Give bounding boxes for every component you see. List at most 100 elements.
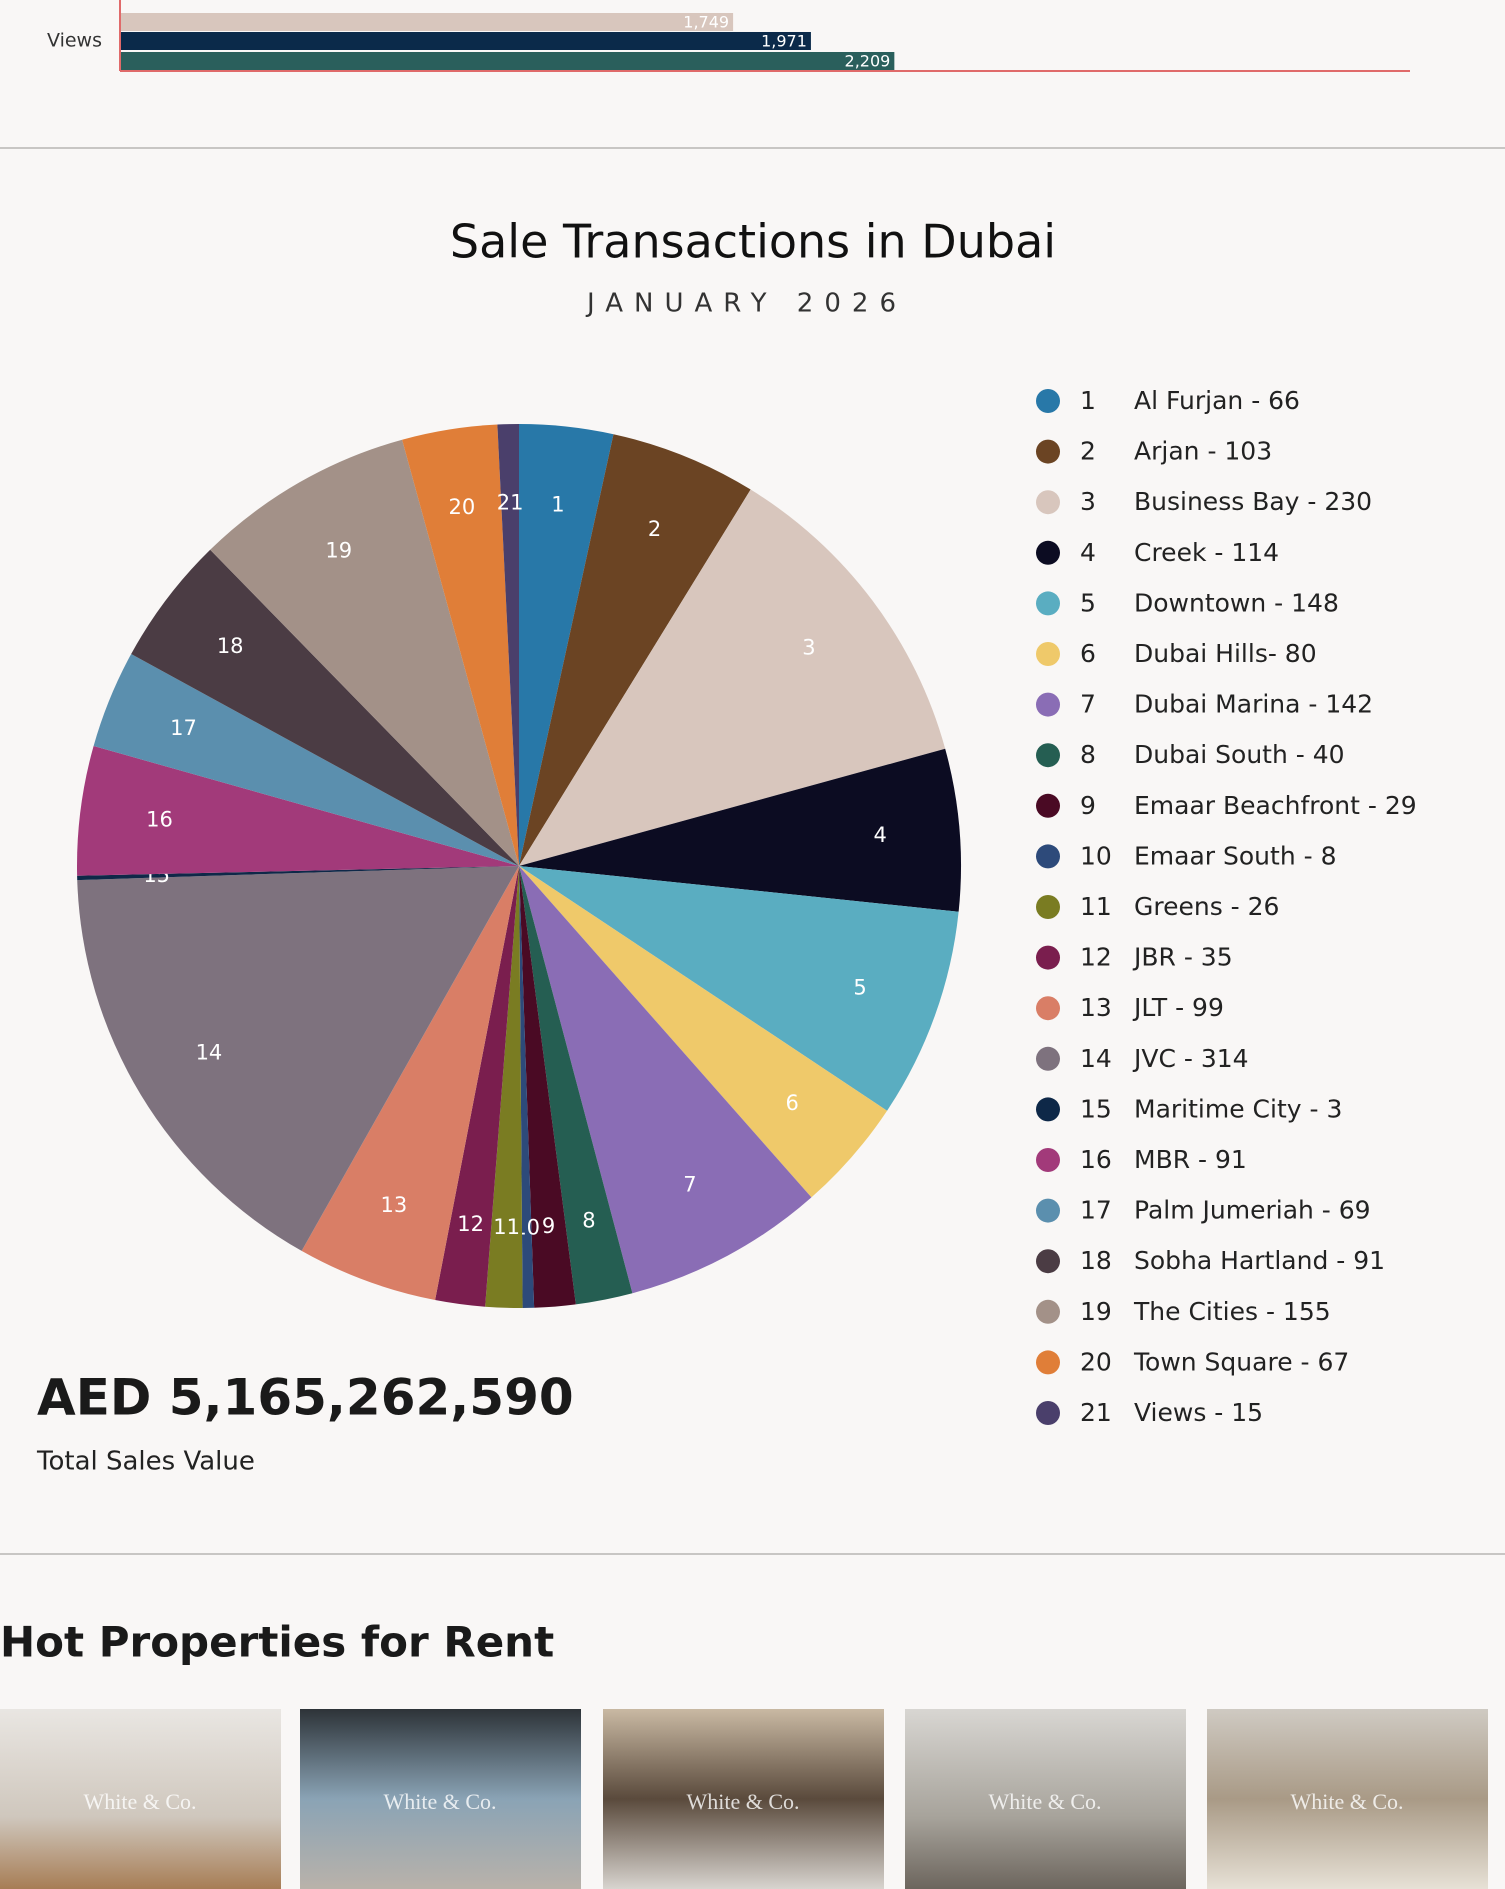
legend-label: Greens - 26	[1134, 892, 1279, 921]
legend-number: 13	[1080, 993, 1112, 1022]
pie-slice	[519, 866, 633, 1305]
legend-number: 3	[1080, 487, 1096, 516]
legend-number: 19	[1080, 1297, 1112, 1326]
legend-swatch	[1036, 439, 1060, 464]
pie-slice	[77, 745, 519, 876]
property-image[interactable]	[905, 1709, 1186, 1889]
pie-slice	[301, 866, 519, 1300]
legend-swatch	[1036, 1299, 1060, 1324]
legend-label: Sobha Hartland - 91	[1134, 1246, 1385, 1275]
legend-number: 4	[1080, 538, 1096, 567]
legend-swatch	[1036, 844, 1060, 869]
slice-label: 20	[448, 495, 475, 519]
legend-label: Views - 15	[1134, 1398, 1263, 1427]
slice-label: 9	[542, 1214, 555, 1238]
bar-value-label: 1,971	[761, 32, 807, 51]
bar	[120, 32, 811, 50]
legend-label: Creek - 114	[1134, 538, 1279, 567]
legend-number: 21	[1080, 1398, 1112, 1427]
legend-label: JVC - 314	[1132, 1044, 1249, 1073]
property-image[interactable]	[0, 1709, 281, 1889]
legend-swatch	[1036, 996, 1060, 1021]
legend-number: 10	[1080, 841, 1112, 870]
legend-number: 8	[1080, 740, 1096, 769]
pie-slice	[93, 654, 519, 866]
pie-slice	[131, 549, 519, 866]
legend-label: Business Bay - 230	[1134, 487, 1372, 516]
slice-label: 18	[217, 634, 244, 658]
legend-swatch	[1036, 1148, 1060, 1172]
pie-slice	[519, 424, 614, 866]
pie-slice	[485, 866, 523, 1308]
legend-label: Town Square - 67	[1133, 1347, 1349, 1376]
pie-slice	[519, 866, 888, 1198]
slice-label: 6	[785, 1091, 798, 1115]
slice-label: 11	[493, 1215, 520, 1239]
y-tick-label: Views	[47, 30, 102, 52]
legend-swatch	[1036, 1097, 1060, 1122]
legend-label: Al Furjan - 66	[1134, 386, 1300, 415]
slice-label: 2	[648, 517, 661, 541]
legend-label: Downtown - 148	[1134, 588, 1339, 617]
legend-number: 15	[1080, 1094, 1112, 1123]
legend-number: 6	[1080, 639, 1096, 668]
legend-number: 14	[1080, 1044, 1112, 1073]
pie-slice	[519, 866, 535, 1308]
slice-label: 4	[874, 823, 887, 847]
property-image[interactable]	[1207, 1709, 1488, 1889]
image-watermark: White & Co.	[1290, 1789, 1403, 1814]
legend-label: Palm Jumeriah - 69	[1134, 1196, 1371, 1225]
legend-number: 1	[1080, 386, 1096, 415]
property-image[interactable]	[300, 1709, 581, 1889]
legend-label: Dubai South - 40	[1134, 740, 1345, 769]
image-watermark: White & Co.	[988, 1789, 1101, 1814]
slice-label: 12	[457, 1212, 484, 1236]
total-value: AED 5,165,262,590	[37, 1369, 574, 1427]
legend-number: 16	[1080, 1145, 1112, 1174]
legend-number: 5	[1080, 588, 1096, 617]
legend-swatch	[1036, 389, 1060, 413]
legend-swatch	[1036, 895, 1060, 919]
pie-slice	[77, 866, 519, 1251]
pie-slice	[519, 866, 812, 1294]
chart-subtitle: JANUARY 2026	[585, 289, 907, 319]
pie-slice	[519, 434, 751, 866]
bar-value-label: 2,209	[845, 52, 891, 71]
legend-label: Dubai Hills- 80	[1134, 639, 1317, 668]
bar	[120, 13, 734, 31]
pie-slice	[519, 748, 961, 912]
chart-title: Sale Transactions in Dubai	[450, 215, 1056, 269]
section-title: Hot Properties for Rent	[0, 1618, 554, 1667]
slice-label: 17	[170, 716, 197, 740]
legend-swatch	[1036, 743, 1060, 768]
legend-label: Emaar South - 8	[1134, 841, 1337, 870]
bar-value-label: 1,749	[683, 13, 729, 32]
slice-label: 3	[802, 635, 815, 659]
legend-label: Maritime City - 3	[1134, 1094, 1342, 1123]
legend-swatch	[1036, 692, 1060, 717]
pie-slice	[497, 424, 519, 866]
legend-label: MBR - 91	[1134, 1145, 1247, 1174]
legend-swatch	[1036, 540, 1060, 565]
pie-slice	[77, 866, 519, 881]
pie-slice	[210, 439, 519, 866]
legend-label: Dubai Marina - 142	[1134, 690, 1373, 719]
slice-label: 14	[196, 1041, 223, 1065]
legend-number: 9	[1080, 791, 1096, 820]
legend-swatch	[1036, 945, 1060, 970]
slice-label: 8	[582, 1209, 595, 1233]
legend-swatch	[1036, 1350, 1060, 1375]
image-watermark: White & Co.	[83, 1789, 196, 1814]
slice-label: 21	[497, 491, 524, 515]
legend-label: The Cities - 155	[1133, 1297, 1331, 1326]
legend-label: Arjan - 103	[1134, 437, 1272, 466]
legend-swatch	[1036, 642, 1060, 666]
property-image[interactable]	[603, 1709, 884, 1889]
legend-swatch	[1036, 1249, 1060, 1274]
legend-label: Emaar Beachfront - 29	[1134, 791, 1417, 820]
image-watermark: White & Co.	[686, 1789, 799, 1814]
legend-label: JLT - 99	[1132, 993, 1224, 1022]
legend-number: 2	[1080, 437, 1096, 466]
pie-slice	[402, 424, 519, 866]
